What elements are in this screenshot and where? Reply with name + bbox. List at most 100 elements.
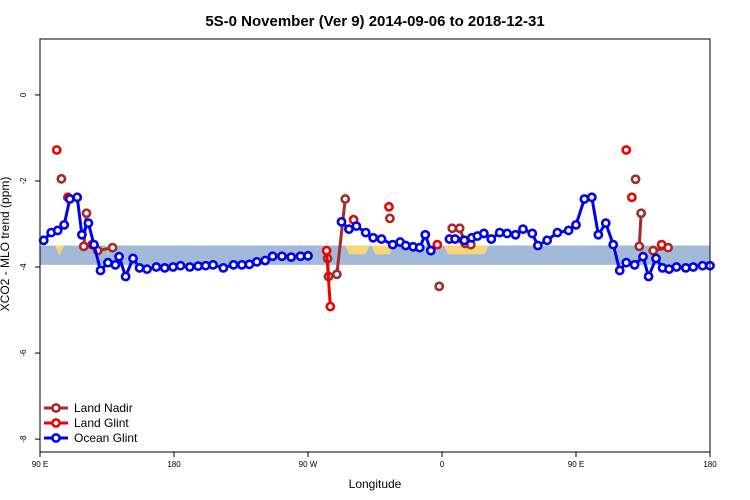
land-glint-point xyxy=(384,201,394,212)
ocean-glint-point xyxy=(459,235,470,246)
x-tick-label: 90 E xyxy=(32,460,48,469)
ocean-glint-point xyxy=(38,235,49,246)
ocean-glint-point xyxy=(208,259,218,270)
ocean-glint-point xyxy=(563,225,574,236)
land-glint-point xyxy=(321,245,332,256)
ocean-glint-point xyxy=(237,259,247,270)
land-nadir-point xyxy=(384,213,395,224)
ocean-glint-point xyxy=(159,262,170,273)
ocean-glint-point xyxy=(151,262,162,272)
ocean-glint-point xyxy=(608,239,619,250)
land-nadir-point xyxy=(107,242,118,253)
ocean-glint-point xyxy=(120,271,131,282)
ocean-glint-point xyxy=(478,228,489,239)
x-tick-label: 90 E xyxy=(568,460,584,469)
ocean-glint-point xyxy=(571,219,581,230)
ocean-glint-point xyxy=(336,216,347,227)
ocean-glint-point xyxy=(671,262,682,272)
ocean-glint-point xyxy=(688,262,699,272)
ocean-glint-point xyxy=(244,259,255,270)
ocean-glint-point xyxy=(89,239,99,250)
land-nadir-legend-marker xyxy=(51,403,61,413)
ocean-band xyxy=(40,245,710,265)
land-nadir-point xyxy=(434,281,445,292)
ocean-glint-point xyxy=(277,251,287,262)
ocean-glint-point xyxy=(600,218,611,229)
land-glint-point xyxy=(621,145,632,155)
series-layer xyxy=(38,145,715,312)
x-axis-label: Longitude xyxy=(349,477,402,491)
ocean-glint-point xyxy=(110,259,121,270)
ocean-glint-point xyxy=(267,251,278,262)
land-nadir-point xyxy=(56,173,67,184)
x-tick-label: 0 xyxy=(440,460,445,469)
land-nadir-point xyxy=(454,223,465,234)
y-tick-label: -2 xyxy=(19,177,28,185)
ocean-glint-point xyxy=(486,234,497,244)
x-tick-label: 90 W xyxy=(299,460,318,469)
plot-frame xyxy=(39,38,711,453)
y-axis: 0 -2 -4 -6 -8 xyxy=(19,92,40,443)
land-band-segment xyxy=(54,245,65,255)
ocean-glint-point xyxy=(552,227,563,238)
ocean-glint-point xyxy=(664,264,674,275)
ocean-glint-point xyxy=(542,235,553,246)
ocean-glint-point xyxy=(83,218,94,229)
land-nadir-line xyxy=(637,213,643,247)
ocean-glint-point xyxy=(502,228,513,239)
land-glint-line xyxy=(325,250,332,307)
ocean-glint-point xyxy=(532,240,543,251)
ocean-glint-point xyxy=(621,257,632,268)
ocean-glint-point xyxy=(629,259,640,270)
ocean-glint-point xyxy=(114,251,124,262)
ocean-glint-point xyxy=(193,261,204,272)
y-tick-label: -8 xyxy=(19,435,28,443)
ocean-glint-point xyxy=(387,239,398,250)
ocean-glint-point xyxy=(251,256,262,267)
ocean-glint-point xyxy=(142,264,152,275)
ocean-glint-point xyxy=(184,262,195,272)
land-glint-legend-marker xyxy=(51,418,61,428)
land-nadir-point xyxy=(78,241,89,252)
ocean-glint-point xyxy=(72,192,83,203)
land-nadir-point xyxy=(630,174,641,185)
ocean-glint-legend-marker xyxy=(51,433,61,443)
ocean-glint-point xyxy=(76,229,87,240)
y-tick-label: -4 xyxy=(19,263,28,271)
ocean-glint-point xyxy=(593,229,604,240)
ocean-glint-point xyxy=(697,260,708,271)
ocean-glint-point xyxy=(303,250,313,261)
ocean-glint-point xyxy=(680,262,691,273)
ocean-glint-point xyxy=(95,265,106,276)
ocean-glint-point xyxy=(527,228,538,239)
ocean-glint-point xyxy=(59,219,70,230)
ocean-glint-point xyxy=(450,234,460,244)
x-tick-label: 180 xyxy=(703,460,717,469)
land-band-segment xyxy=(371,245,394,255)
ocean-glint-point xyxy=(518,224,528,235)
land-band-segment xyxy=(443,245,489,255)
ocean-glint-point xyxy=(52,225,63,236)
ocean-glint-point xyxy=(414,242,425,253)
ocean-glint-point xyxy=(351,221,362,232)
land-nadir-point xyxy=(648,245,659,256)
land-glint-legend-label: Land Glint xyxy=(74,416,129,430)
ocean-glint-point xyxy=(510,229,521,240)
ocean-glint-point xyxy=(260,255,271,266)
land-band xyxy=(40,245,710,265)
ocean-glint-point xyxy=(643,271,654,282)
land-glint-point xyxy=(325,301,336,312)
ocean-glint-point xyxy=(344,224,354,235)
ocean-glint-point xyxy=(168,262,178,272)
ocean-glint-point xyxy=(651,253,661,264)
ocean-glint-point xyxy=(128,253,138,264)
ocean-glint-legend-label: Ocean Glint xyxy=(74,431,138,445)
land-nadir-point xyxy=(447,223,458,234)
land-glint-point xyxy=(51,145,62,155)
ocean-glint-point xyxy=(614,265,625,276)
ocean-glint-point xyxy=(376,234,387,244)
y-axis-label: XCO2 - MLO trend (ppm) xyxy=(0,177,12,312)
ocean-glint-point xyxy=(200,260,211,271)
